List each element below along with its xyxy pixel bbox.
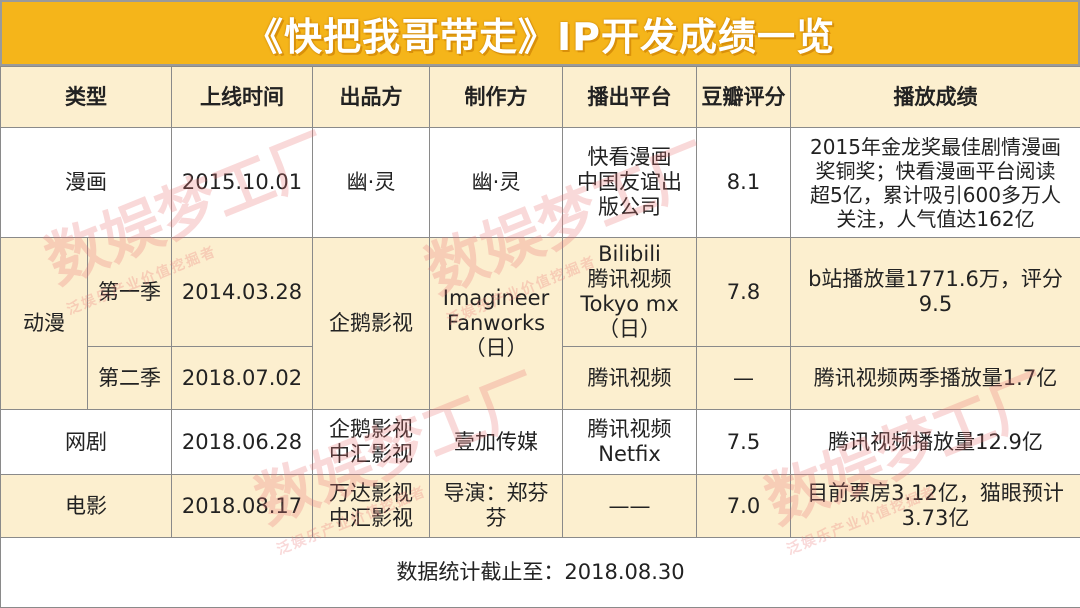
table-row: 电影 2018.08.17 万达影视 中汇影视 导演：郑芬 芬 —— 7.0 目… (0, 474, 1080, 538)
cell-maker: 幽·灵 (429, 127, 563, 238)
cell-result: b站播放量1771.6万，评分 9.5 (790, 237, 1080, 347)
cell-result: 腾讯视频两季播放量1.7亿 (790, 346, 1080, 410)
cell-date: 2018.08.17 (171, 474, 313, 538)
line: Tokyo mx (580, 292, 679, 316)
cell-score: 7.8 (696, 237, 791, 347)
cell-date: 2018.07.02 (171, 346, 313, 410)
footer-note: 数据统计截止至：2018.08.30 (0, 537, 1080, 608)
line: Fanworks (446, 311, 546, 335)
line: 中汇影视 (329, 506, 413, 530)
cell-platform: 腾讯视频 Netfix (562, 409, 697, 475)
ip-results-table: 类型 上线时间 出品方 制作方 播出平台 豆瓣评分 播放成绩 漫画 2015.1… (0, 66, 1080, 608)
cell-platform: Bilibili 腾讯视频 Tokyo mx （日） (562, 237, 697, 347)
cell-season: 第二季 (87, 346, 172, 410)
line: （日） (598, 317, 661, 341)
cell-maker: Imagineer Fanworks （日） (429, 237, 563, 410)
line: Netfix (598, 442, 661, 466)
cell-score: — (696, 346, 791, 410)
cell-result: 2015年金龙奖最佳剧情漫画 奖铜奖；快看漫画平台阅读 超5亿，累计吸引600多… (790, 127, 1080, 238)
cell-type: 网剧 (0, 409, 172, 475)
header-score: 豆瓣评分 (696, 66, 791, 128)
cell-producer: 企鹅影视 中汇影视 (312, 409, 430, 475)
cell-result: 目前票房3.12亿，猫眼预计 3.73亿 (790, 474, 1080, 538)
line: b站播放量1771.6万，评分 (808, 267, 1063, 291)
line: 超5亿，累计吸引600多万人 (810, 182, 1061, 207)
header-result: 播放成绩 (790, 66, 1080, 128)
cell-score: 7.0 (696, 474, 791, 538)
line: 芬 (485, 506, 507, 530)
cell-platform: 腾讯视频 (562, 346, 697, 410)
header-platform: 播出平台 (562, 66, 697, 128)
cell-result: 腾讯视频播放量12.9亿 (790, 409, 1080, 475)
line: 腾讯视频 (587, 417, 672, 441)
line: 导演：郑芬 (443, 481, 549, 505)
line: 目前票房3.12亿，猫眼预计 (807, 481, 1064, 505)
cell-season: 第一季 (87, 237, 172, 347)
line: 企鹅影视 (329, 417, 413, 441)
table-title: 《快把我哥带走》IP开发成绩一览 (0, 0, 1080, 66)
line: 腾讯视频 (587, 267, 672, 291)
cell-score: 7.5 (696, 409, 791, 475)
cell-producer: 万达影视 中汇影视 (312, 474, 430, 538)
table-row: 漫画 2015.10.01 幽·灵 幽·灵 快看漫画 中国友谊出 版公司 8.1… (0, 127, 1080, 238)
cell-platform: —— (562, 474, 697, 538)
cell-date: 2015.10.01 (171, 127, 313, 238)
line: 中国友谊出 (577, 170, 682, 194)
cell-type: 动漫 (0, 237, 88, 410)
cell-producer: 幽·灵 (312, 127, 430, 238)
line: （日） (464, 336, 528, 360)
cell-score: 8.1 (696, 127, 791, 238)
footer-row: 数据统计截止至：2018.08.30 (0, 537, 1080, 608)
line: 3.73亿 (901, 506, 970, 530)
header-date: 上线时间 (171, 66, 313, 128)
line: 2015年金龙奖最佳剧情漫画 (810, 134, 1061, 159)
cell-platform: 快看漫画 中国友谊出 版公司 (562, 127, 697, 238)
cell-type: 电影 (0, 474, 172, 538)
header-maker: 制作方 (429, 66, 563, 128)
table-row: 动漫 第一季 2014.03.28 企鹅影视 Imagineer Fanwork… (0, 237, 1080, 410)
header-row: 类型 上线时间 出品方 制作方 播出平台 豆瓣评分 播放成绩 (0, 66, 1080, 128)
table-title-text: 《快把我哥带走》IP开发成绩一览 (245, 14, 835, 59)
header-type: 类型 (0, 66, 172, 128)
line: 关注，人气值达162亿 (836, 206, 1035, 231)
line: Bilibili (598, 242, 661, 266)
cell-producer: 企鹅影视 (312, 237, 430, 410)
cell-date: 2018.06.28 (171, 409, 313, 475)
cell-maker: 导演：郑芬 芬 (429, 474, 563, 538)
cell-date: 2014.03.28 (171, 237, 313, 347)
cell-maker: 壹加传媒 (429, 409, 563, 475)
table-row: 第二季 2018.07.02 腾讯视频 — 腾讯视频两季播放量1.7亿 (1, 346, 1080, 410)
line: 万达影视 (329, 481, 413, 505)
line: 版公司 (598, 195, 661, 219)
line: 9.5 (918, 292, 953, 316)
header-producer: 出品方 (312, 66, 430, 128)
line: 奖铜奖；快看漫画平台阅读 (815, 158, 1056, 183)
cell-type: 漫画 (0, 127, 172, 238)
table-row: 网剧 2018.06.28 企鹅影视 中汇影视 壹加传媒 腾讯视频 Netfix… (0, 409, 1080, 475)
line: 中汇影视 (329, 442, 413, 466)
line: Imagineer (442, 286, 550, 310)
line: 快看漫画 (587, 145, 672, 169)
